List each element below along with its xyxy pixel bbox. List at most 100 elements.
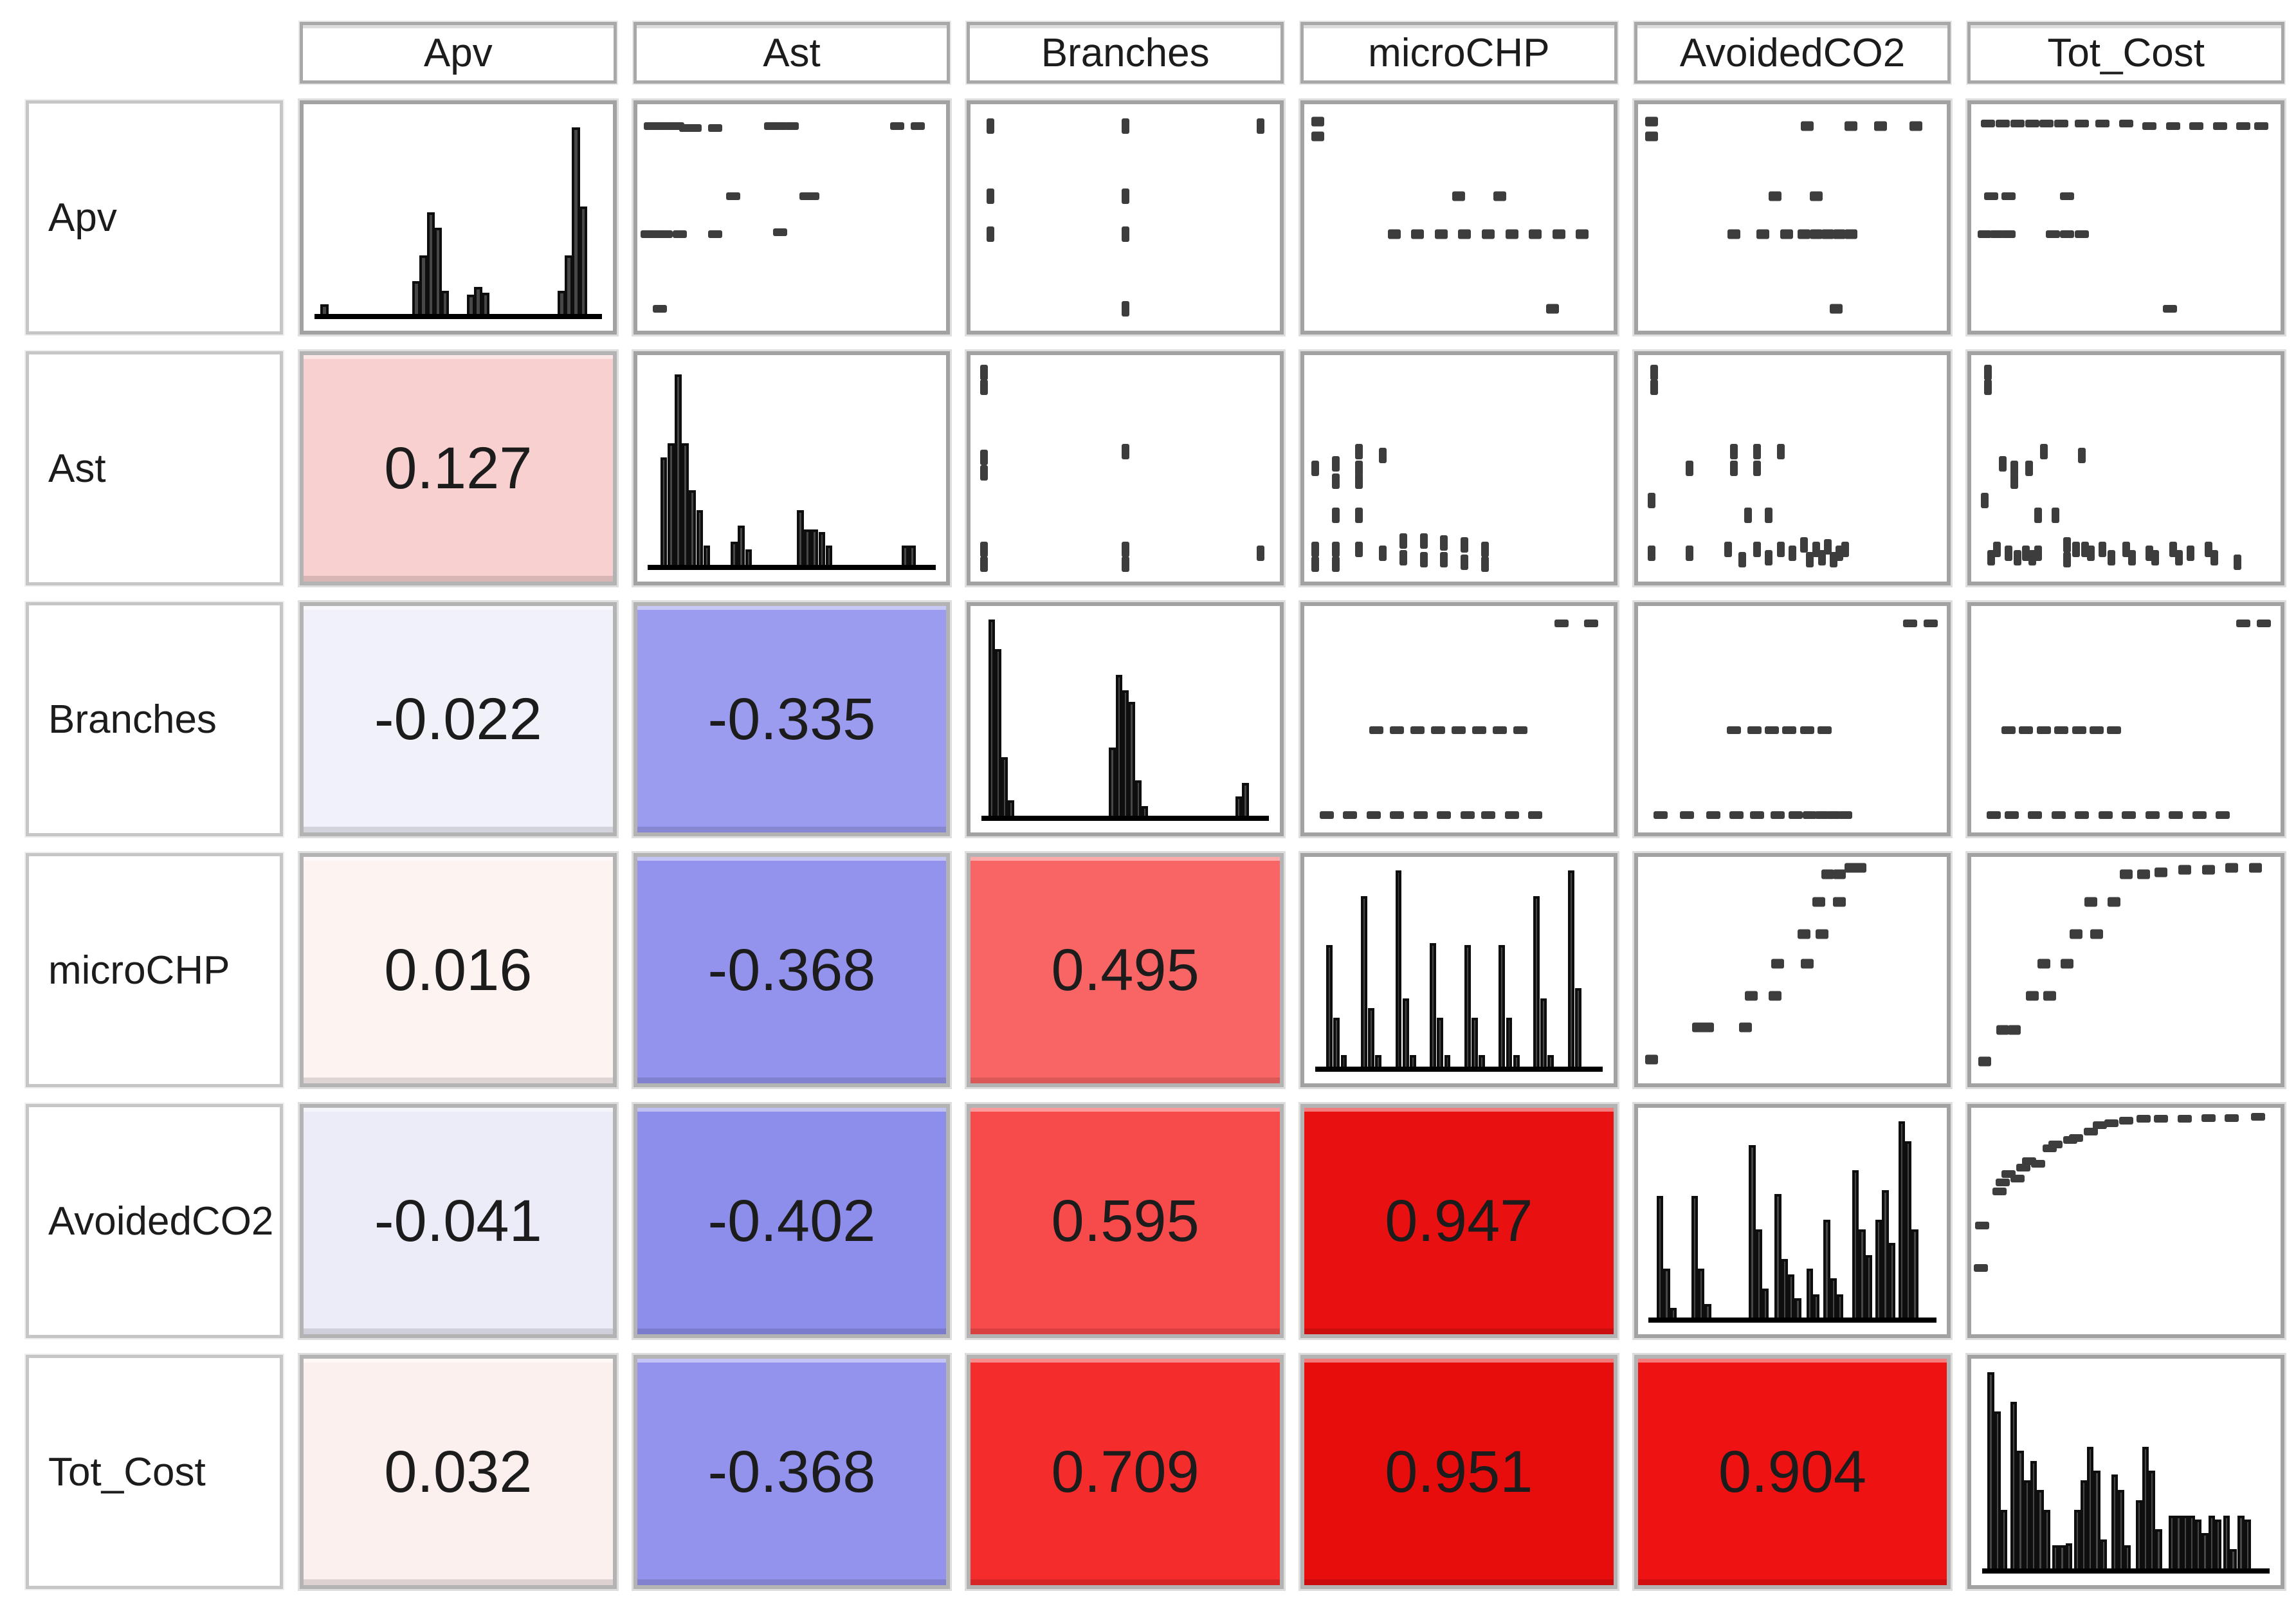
histogram-bar [2142,1447,2149,1569]
histogram-bar [811,529,819,565]
histogram-bar [1235,796,1243,816]
histogram-bar [2201,1533,2209,1569]
histogram-bar [2073,1509,2081,1569]
scatter-point [1729,443,1738,459]
scatter-point [2072,541,2081,557]
scatter-point [1434,229,1448,239]
scatter-panel-Apv-Tot_Cost [1967,100,2284,335]
histogram-bar [1141,806,1149,816]
scatter-panel-Ast-AvoidedCO2 [1634,351,1951,585]
scatter-point [2178,865,2191,875]
scatter-point [1984,365,1992,381]
histogram-panel-Tot_Cost [1967,1355,2284,1589]
scatter-point [1686,461,1694,476]
scatter-plot-area [1973,1112,2273,1328]
scatter-point [2257,620,2272,628]
histogram-bar [1882,1189,1889,1318]
correlation-cell-AvoidedCO2-Apv: -0.041 [300,1104,617,1338]
scatter-point [1546,304,1560,314]
histogram-bar [2215,1520,2222,1569]
scatter-point [1788,546,1796,562]
correlation-value: -0.041 [374,1188,542,1254]
scatter-point [2051,811,2066,819]
scatter-point [1647,492,1655,508]
histogram-bar [1830,1278,1837,1318]
histogram-bar [1001,757,1008,816]
scatter-point [1806,552,1814,568]
histogram-bar [2030,1460,2037,1569]
scatter-point [1121,443,1129,459]
scatter-point [1399,533,1407,549]
scatter-point [1873,121,1887,131]
histogram-bar [2052,1545,2059,1569]
scatter-point [1513,726,1528,734]
histogram-bar [1574,988,1581,1067]
histogram-bar [1704,1304,1711,1318]
scatter-point [1378,546,1387,562]
histogram-bar [1823,1219,1830,1318]
histogram-bar [1812,1294,1820,1318]
scatter-point [1771,959,1785,969]
scatter-point [2119,869,2133,879]
scatter-point [1583,620,1598,628]
scatter-point [1355,473,1363,489]
scatter-point [1686,546,1694,562]
histogram-bar [1987,1372,1994,1569]
scatter-point [2069,1134,2084,1142]
correlation-value: 0.127 [384,435,533,501]
scatter-point [1978,230,1992,239]
scatter-plot-area [1978,863,2273,1077]
scatter-point [1390,726,1405,734]
scatter-point [2163,305,2178,313]
histogram-bar [1437,1018,1444,1067]
correlation-cell-Tot_Cost-Apv: 0.032 [300,1355,617,1589]
row-label-Ast: Ast [26,351,283,585]
histogram-bar [481,292,490,315]
scatter-panel-Branches-Tot_Cost [1967,602,2284,836]
scatter-point [1419,552,1428,568]
scatter-point [1978,1056,1992,1067]
scatter-point [986,226,994,243]
scatter-point [1355,541,1363,557]
row-label-AvoidedCO2: AvoidedCO2 [26,1104,283,1338]
histogram-bar [474,286,482,315]
scatter-plot-area [1645,111,1940,324]
scatter-point [2122,811,2137,819]
histogram-bar [818,531,826,565]
histogram-plot-area [314,118,602,320]
histogram-bar [1471,1018,1478,1067]
correlation-value: 0.947 [1385,1188,1533,1254]
scatter-point [1311,541,1319,557]
scatter-point [2075,120,2090,128]
histogram-bar [1691,1196,1699,1318]
scatter-point [2010,120,2025,128]
histogram-bar [1859,1229,1866,1318]
scatter-point [1803,811,1818,819]
histogram-bar [1430,943,1436,1067]
scatter-point [1554,620,1569,628]
histogram-panel-AvoidedCO2 [1634,1104,1951,1338]
scatter-point [2081,541,2089,557]
scatter-point [1818,726,1832,734]
scatter-point [2216,811,2230,819]
scatter-point [1987,811,2001,819]
histogram-bar [825,545,833,565]
correlation-cell-Ast-Apv: 0.127 [300,351,617,585]
histogram-bar [419,255,428,315]
scatter-point [2010,473,2019,489]
scatter-point [1413,811,1428,819]
scatter-point [1724,541,1732,557]
histogram-bar [1547,1055,1554,1067]
scatter-point [2005,546,2012,562]
histogram-bar [2149,1470,2156,1569]
scatter-point [1552,229,1565,239]
histogram-bar [696,510,704,565]
scatter-point [1854,863,1867,873]
scatter-point [1645,116,1658,127]
correlation-value: 0.016 [384,937,533,1003]
column-header-label: AvoidedCO2 [1679,30,1906,75]
scatter-point [1836,546,1844,562]
row-label-microCHP: microCHP [26,853,283,1087]
column-header-label: microCHP [1368,30,1550,75]
scatter-point [1768,191,1781,201]
